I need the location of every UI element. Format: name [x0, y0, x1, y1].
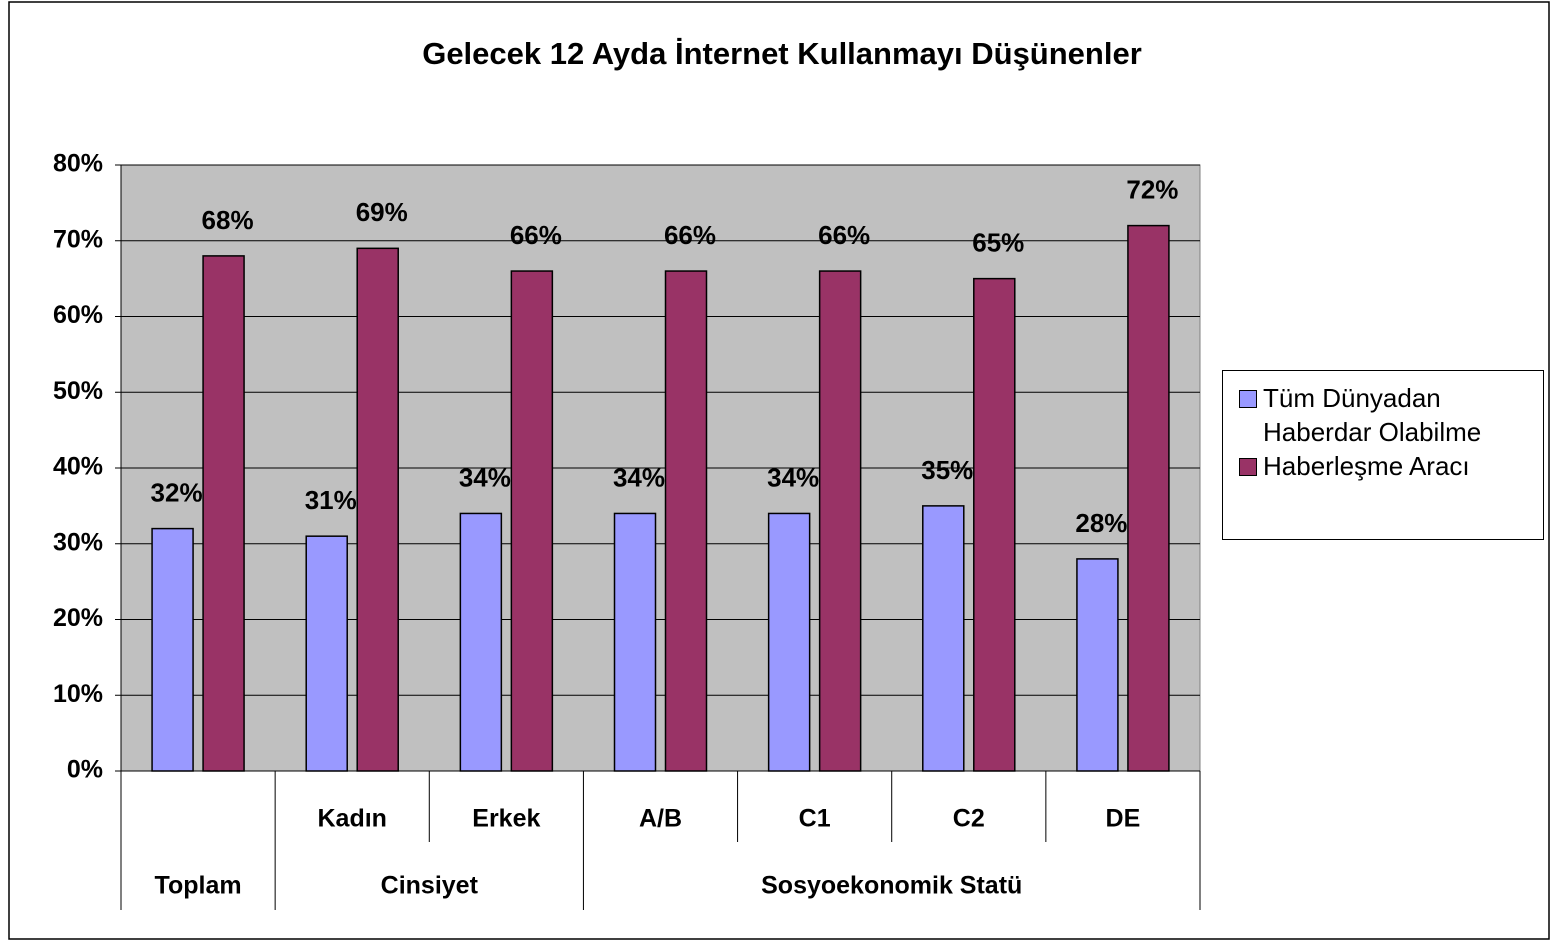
x-tick-label: C1	[799, 805, 831, 833]
legend-item: Tüm Dünyadan Haberdar Olabilme	[1231, 381, 1535, 449]
legend: Tüm Dünyadan Haberdar Olabilme Haberleşme…	[1222, 370, 1544, 540]
data-label: 35%	[921, 455, 973, 485]
bar	[973, 277, 1016, 772]
y-tick-label: 70%	[53, 225, 103, 253]
chart-frame	[8, 1, 1550, 940]
y-tick-label: 50%	[53, 377, 103, 405]
bar	[818, 270, 862, 772]
bar	[1076, 558, 1119, 772]
bar	[305, 535, 348, 772]
y-tick-label: 60%	[53, 301, 103, 329]
legend-label: Tüm Dünyadan Haberdar Olabilme	[1263, 383, 1482, 447]
x-tick-label: A/B	[639, 805, 682, 833]
legend-swatch	[1239, 390, 1257, 408]
bar	[664, 270, 708, 772]
bar	[202, 255, 245, 772]
bar	[510, 270, 554, 772]
bar	[922, 505, 965, 772]
bar	[459, 512, 503, 772]
group-label: Sosyoekonomik Statü	[761, 872, 1022, 900]
data-label: 65%	[972, 228, 1024, 258]
x-tick-label: Kadın	[317, 805, 386, 833]
data-label: 66%	[818, 220, 870, 250]
y-tick-label: 20%	[53, 604, 103, 632]
y-tick-label: 0%	[67, 756, 103, 784]
x-tick-label: DE	[1106, 805, 1141, 833]
data-label: 66%	[664, 220, 716, 250]
group-label: Toplam	[155, 872, 242, 900]
bar	[356, 247, 399, 772]
legend-swatch	[1239, 458, 1257, 476]
data-label: 69%	[356, 197, 408, 227]
data-label: 34%	[767, 462, 819, 492]
legend-item: Haberleşme Aracı	[1231, 449, 1535, 483]
y-tick-label: 30%	[53, 528, 103, 556]
y-tick-label: 40%	[53, 453, 103, 481]
data-label: 68%	[202, 205, 254, 235]
y-tick-label: 80%	[53, 150, 103, 178]
data-label: 34%	[459, 462, 511, 492]
data-label: 66%	[510, 220, 562, 250]
data-label: 72%	[1126, 174, 1178, 204]
x-tick-label: Erkek	[472, 805, 540, 833]
chart-title: Gelecek 12 Ayda İnternet Kullanmayı Düşü…	[422, 36, 1142, 71]
y-tick-label: 10%	[53, 680, 103, 708]
group-label: Cinsiyet	[381, 872, 479, 900]
bar	[151, 527, 194, 772]
bar	[767, 512, 811, 772]
data-label: 32%	[151, 477, 203, 507]
bar	[613, 512, 657, 772]
data-label: 34%	[613, 462, 665, 492]
data-label: 28%	[1075, 508, 1127, 538]
data-label: 31%	[305, 485, 357, 515]
legend-label: Haberleşme Aracı	[1263, 451, 1470, 481]
bar	[1127, 224, 1170, 772]
x-tick-label: C2	[953, 805, 985, 833]
